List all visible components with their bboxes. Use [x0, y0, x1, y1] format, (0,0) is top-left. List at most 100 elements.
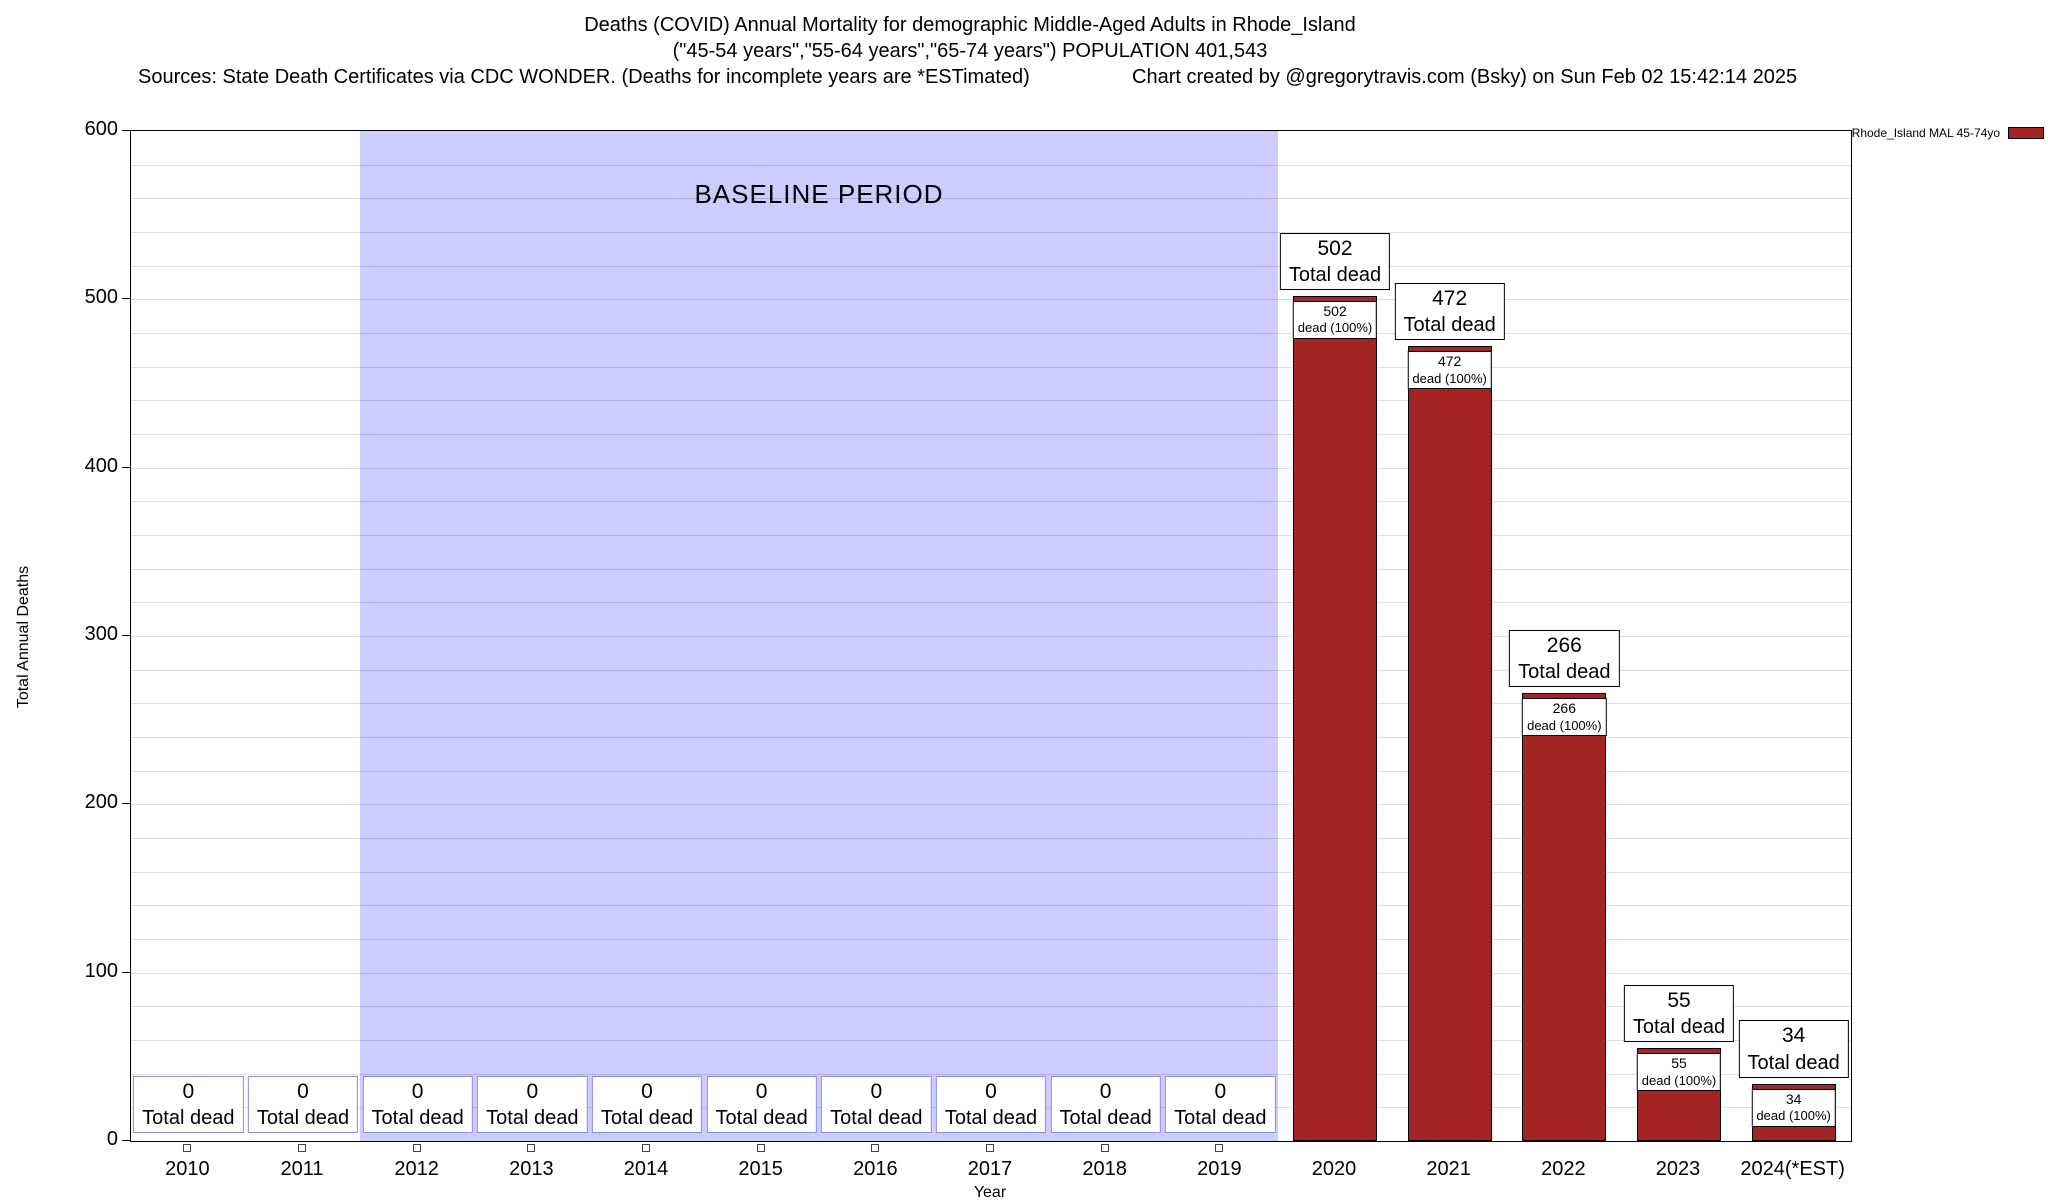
gridline	[131, 1040, 1851, 1041]
gridline	[131, 501, 1851, 503]
gridline	[131, 602, 1851, 604]
gridline	[131, 198, 1851, 200]
x-tick-label: 2016	[853, 1158, 898, 1180]
gridline	[131, 400, 1851, 402]
gridline	[131, 366, 1851, 368]
gridline	[131, 669, 1851, 671]
zero-bar-marker	[642, 1144, 650, 1152]
x-tick-label: 2024(*EST)	[1740, 1158, 1845, 1180]
zero-bar-marker	[412, 1144, 421, 1152]
gridline	[131, 838, 1851, 839]
gridline	[131, 1006, 1851, 1008]
y-tick-mark	[122, 803, 130, 805]
y-axis-title: Total Annual Deaths	[15, 565, 32, 709]
legend: Rhode_Island MAL 45-74yo	[1852, 126, 2044, 140]
x-tick-label: 2013	[509, 1158, 554, 1180]
bar	[1522, 693, 1607, 1141]
y-tick-label: 400	[84, 454, 118, 477]
zero-bar-marker	[871, 1144, 880, 1152]
gridline	[131, 770, 1851, 772]
y-tick-mark	[122, 1140, 130, 1141]
gridline	[131, 333, 1851, 334]
bar-inner-label: 55 dead (100%)	[1636, 1053, 1722, 1092]
chart-title: Deaths (COVID) Annual Mortality for demo…	[584, 14, 1356, 36]
bar-total-label: 266 Total dead	[1509, 629, 1620, 688]
gridline	[131, 871, 1851, 873]
gridline	[131, 164, 1851, 166]
zero-total-label: 0 Total dead	[247, 1075, 359, 1133]
bar-total-label: 502 Total dead	[1279, 232, 1391, 290]
plot-area: BASELINE PERIOD 0 Total dead 0 Total dead 0 T…	[130, 130, 1852, 1142]
x-tick-label: 2019	[1197, 1158, 1242, 1180]
zero-total-label: 0 Total dead	[133, 1075, 244, 1133]
zero-total-label: 0 Total dead	[821, 1075, 932, 1133]
x-tick-label: 2010	[165, 1158, 210, 1180]
gridline	[131, 535, 1851, 536]
zero-total-label: 0 Total dead	[591, 1075, 703, 1133]
zero-total-label: 0 Total dead	[1050, 1075, 1161, 1133]
gridline	[131, 972, 1851, 974]
y-tick-label: 0	[106, 1128, 118, 1150]
zero-total-label: 0 Total dead	[362, 1075, 473, 1133]
gridline	[131, 265, 1851, 267]
y-tick-mark	[122, 466, 130, 468]
sources-note: Sources: State Death Certificates via CD…	[138, 66, 1030, 88]
gridline	[131, 737, 1851, 738]
gridline	[131, 467, 1851, 469]
baseline-label: BASELINE PERIOD	[694, 179, 944, 209]
gridline	[131, 434, 1851, 435]
zero-bar-marker	[986, 1144, 994, 1152]
legend-label: Rhode_Island MAL 45-74yo	[1851, 126, 2000, 140]
y-tick-label: 200	[84, 791, 118, 814]
x-tick-label: 2022	[1541, 1158, 1586, 1180]
gridline	[131, 232, 1851, 233]
zero-bar-marker	[298, 1144, 306, 1152]
baseline-region: BASELINE PERIOD	[360, 131, 1278, 1141]
x-tick-label: 2018	[1082, 1158, 1127, 1180]
x-tick-label: 2017	[967, 1158, 1013, 1180]
bar-inner-label: 502 dead (100%)	[1292, 300, 1378, 339]
bar-total-label: 472 Total dead	[1394, 283, 1505, 341]
y-tick-label: 500	[84, 286, 118, 309]
gridline	[131, 939, 1851, 940]
gridline	[131, 804, 1851, 806]
x-tick-label: 2014	[623, 1158, 669, 1180]
gridline	[131, 1073, 1851, 1075]
zero-total-label: 0 Total dead	[935, 1075, 1047, 1133]
x-axis-title: Year	[973, 1184, 1007, 1200]
x-tick-label: 2011	[280, 1158, 324, 1180]
y-tick-mark	[122, 298, 130, 300]
chart-subtitle: ("45-54 years","55-64 years","65-74 year…	[672, 40, 1268, 62]
gridline	[131, 703, 1851, 705]
bar-inner-label: 34 dead (100%)	[1751, 1088, 1836, 1127]
gridline	[131, 299, 1851, 301]
zero-total-label: 0 Total dead	[706, 1075, 817, 1133]
gridline	[131, 905, 1851, 907]
zero-bar-marker	[756, 1144, 765, 1152]
zero-total-label: 0 Total dead	[477, 1075, 588, 1133]
x-tick-label: 2015	[738, 1158, 783, 1180]
bar	[1293, 295, 1377, 1141]
x-tick-label: 2012	[394, 1158, 439, 1180]
gridline	[131, 568, 1851, 570]
bar-total-label: 34 Total dead	[1738, 1020, 1849, 1078]
legend-swatch	[2008, 127, 2044, 139]
x-tick-label: 2023	[1655, 1158, 1701, 1180]
y-tick-label: 600	[84, 118, 118, 140]
bar-inner-label: 472 dead (100%)	[1407, 351, 1492, 390]
gridline	[131, 636, 1851, 637]
y-tick-mark	[122, 130, 130, 131]
zero-total-label: 0 Total dead	[1165, 1075, 1276, 1133]
x-tick-label: 2020	[1311, 1158, 1357, 1180]
zero-bar-marker	[183, 1144, 192, 1152]
x-tick-label: 2021	[1426, 1158, 1471, 1180]
zero-bar-marker	[1215, 1144, 1224, 1152]
y-tick-label: 300	[84, 623, 118, 645]
bar-inner-label: 266 dead (100%)	[1522, 698, 1607, 736]
credit-note: Chart created by @gregorytravis.com (Bsk…	[1132, 66, 1798, 88]
bar-total-label: 55 Total dead	[1623, 985, 1735, 1043]
bar	[1407, 346, 1492, 1141]
y-tick-mark	[122, 971, 130, 973]
y-tick-mark	[122, 635, 130, 636]
